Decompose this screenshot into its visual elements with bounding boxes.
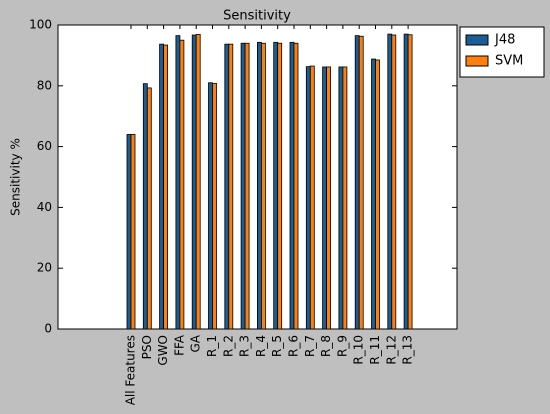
bar bbox=[130, 134, 136, 330]
legend-swatch bbox=[465, 34, 489, 46]
bar bbox=[391, 34, 397, 330]
x-tick-label: R_11 bbox=[368, 335, 382, 365]
bar bbox=[240, 42, 246, 330]
bar bbox=[358, 35, 364, 330]
x-tick-label: R_6 bbox=[287, 335, 301, 357]
x-tick-label: GWO bbox=[156, 335, 170, 366]
bar bbox=[256, 41, 262, 330]
x-tick-label: R_1 bbox=[205, 335, 219, 357]
bar bbox=[338, 66, 344, 330]
bar bbox=[175, 35, 181, 330]
bar bbox=[371, 58, 376, 330]
bar bbox=[322, 66, 328, 330]
x-tick-label: R_4 bbox=[254, 335, 268, 357]
x-tick-label: R_5 bbox=[270, 335, 284, 357]
bar bbox=[326, 66, 332, 330]
x-tick-label: FFA bbox=[172, 334, 186, 356]
x-tick-label: GA bbox=[189, 334, 203, 352]
x-tick-label: R_8 bbox=[319, 335, 333, 357]
x-tick-label: R_3 bbox=[238, 335, 252, 357]
bar bbox=[228, 43, 234, 330]
x-tick-label: R_9 bbox=[335, 335, 349, 357]
y-tick-label: 60 bbox=[37, 139, 52, 153]
bar bbox=[224, 43, 230, 330]
bar bbox=[342, 66, 348, 330]
bar bbox=[375, 59, 380, 330]
x-tick-label: PSO bbox=[140, 335, 154, 359]
bar bbox=[244, 42, 250, 330]
bar bbox=[403, 33, 409, 330]
bar bbox=[208, 82, 213, 330]
x-tick-label: All Features bbox=[124, 335, 138, 405]
chart-title: Sensitivity bbox=[223, 9, 291, 24]
y-tick-label: 80 bbox=[37, 78, 52, 92]
bar bbox=[305, 66, 311, 330]
bar bbox=[163, 44, 169, 330]
bar bbox=[293, 42, 299, 330]
bar bbox=[260, 42, 266, 330]
y-axis-label: Sensitivity % bbox=[9, 138, 23, 216]
bar bbox=[146, 87, 152, 330]
x-tick-label: R_2 bbox=[221, 335, 235, 357]
x-tick-label: R_13 bbox=[401, 335, 415, 365]
bar bbox=[309, 65, 315, 330]
bar bbox=[126, 134, 132, 330]
bar bbox=[277, 42, 283, 330]
bar bbox=[387, 33, 393, 330]
bar bbox=[179, 39, 185, 330]
legend-label: SVM bbox=[495, 54, 523, 69]
x-tick-label: R_10 bbox=[352, 335, 366, 365]
bar bbox=[159, 43, 165, 330]
bar bbox=[354, 35, 360, 330]
bar bbox=[195, 34, 201, 330]
bar bbox=[212, 82, 217, 330]
y-tick-label: 40 bbox=[37, 200, 52, 214]
legend-swatch bbox=[465, 55, 489, 67]
legend-label: J48 bbox=[494, 33, 515, 48]
bar bbox=[273, 41, 279, 330]
y-tick-label: 0 bbox=[44, 322, 52, 336]
x-tick-label: R_12 bbox=[384, 335, 398, 365]
bar bbox=[142, 83, 148, 330]
y-tick-label: 100 bbox=[29, 18, 52, 32]
bar bbox=[289, 41, 295, 330]
bar bbox=[407, 34, 413, 330]
bar bbox=[191, 34, 197, 330]
x-tick-label: R_7 bbox=[303, 335, 317, 357]
y-tick-label: 20 bbox=[37, 261, 52, 275]
